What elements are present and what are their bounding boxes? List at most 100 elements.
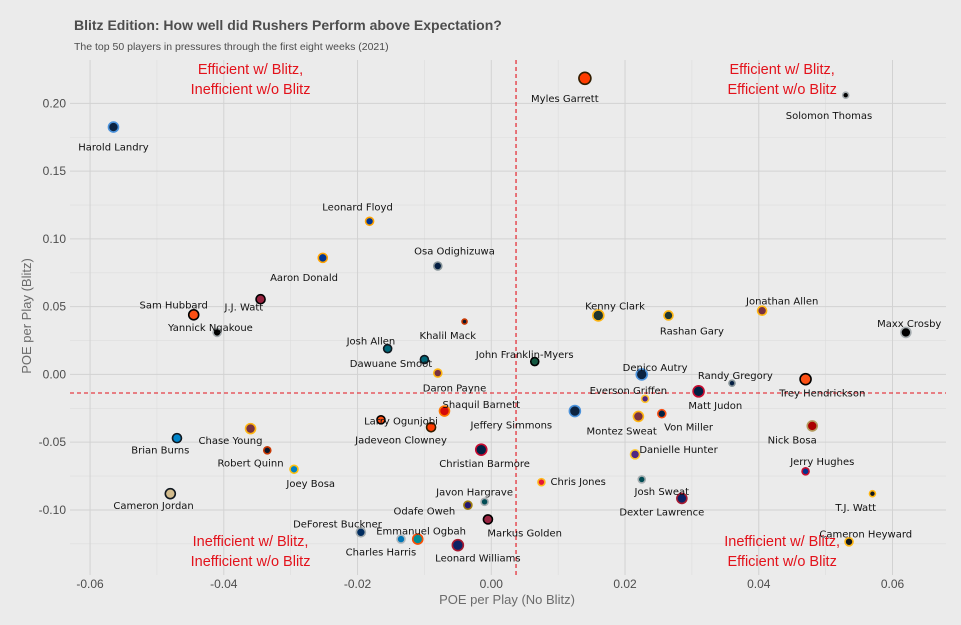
point-label-josh-allen: Josh Allen bbox=[346, 337, 396, 348]
quadrant-labels: Efficient w/ Blitz, Inefficient w/o Blitz… bbox=[191, 62, 840, 570]
point-label-dexter-lawrence: Dexter Lawrence bbox=[619, 507, 704, 518]
point-montez-sweat bbox=[632, 410, 645, 423]
point-label-josh-sweat: Josh Sweat bbox=[634, 487, 690, 498]
point-rashan-gary bbox=[663, 310, 674, 321]
point-label-dawuane-smoot: Dawuane Smoot bbox=[350, 359, 432, 370]
point-label-matt-judon: Matt Judon bbox=[688, 401, 742, 412]
point-leonard-williams bbox=[451, 538, 465, 552]
point-myles-garrett bbox=[578, 71, 592, 86]
point-label-chase-young: Chase Young bbox=[199, 436, 263, 447]
quadrant-label-bottom-right: Efficient w/o Blitz bbox=[727, 554, 836, 570]
x-tick-label: 0.04 bbox=[747, 577, 771, 591]
chart-subtitle: The top 50 players in pressures through … bbox=[74, 41, 389, 53]
point-markus-golden bbox=[482, 514, 494, 525]
x-tick-label: -0.04 bbox=[210, 577, 238, 591]
quadrant-label-bottom-right: Inefficient w/ Blitz, bbox=[724, 534, 840, 550]
point-label-jeffery-simmons: Jeffery Simmons bbox=[470, 421, 553, 432]
point-randy-gregory bbox=[728, 379, 736, 388]
point-label-daron-payne: Daron Payne bbox=[423, 383, 486, 394]
gridlines bbox=[70, 60, 946, 575]
point-label-leonard-williams: Leonard Williams bbox=[435, 553, 520, 564]
point-label-j-j-watt: J.J. Watt bbox=[224, 303, 264, 314]
data-points bbox=[107, 71, 912, 552]
point-emmanuel-ogbah bbox=[411, 533, 424, 545]
point-label-solomon-thomas: Solomon Thomas bbox=[786, 111, 872, 122]
point-osa-odighizuwa bbox=[432, 261, 443, 271]
point-label-kenny-clark: Kenny Clark bbox=[585, 301, 645, 312]
point-label-chris-jones: Chris Jones bbox=[551, 477, 606, 488]
point-label-harold-landry: Harold Landry bbox=[78, 143, 148, 154]
point-brian-burns bbox=[171, 432, 183, 444]
point-dawuane-smoot bbox=[419, 354, 430, 365]
point-label-montez-sweat: Montez Sweat bbox=[587, 427, 657, 438]
point-javon-hargrave bbox=[480, 497, 489, 507]
point-label-deforest-buckner: DeForest Buckner bbox=[293, 520, 383, 531]
y-axis-ticks: -0.10 -0.05 0.00 0.05 0.10 0.15 0.20 bbox=[39, 96, 67, 517]
point-label-everson-griffen: Everson Griffen bbox=[590, 386, 667, 397]
y-tick-label: 0.00 bbox=[43, 367, 67, 381]
point-danielle-hunter bbox=[629, 449, 641, 460]
point-cameron-heyward bbox=[844, 536, 854, 547]
point-t-j-watt bbox=[868, 489, 877, 498]
y-tick-label: 0.05 bbox=[43, 300, 67, 314]
point-label-randy-gregory: Randy Gregory bbox=[698, 371, 773, 382]
point-josh-sweat bbox=[637, 475, 647, 484]
point-matt-judon bbox=[692, 385, 705, 398]
point-odafe-oweh bbox=[463, 500, 473, 511]
point-trey-hendrickson bbox=[799, 372, 812, 386]
quadrant-label-top-left: Inefficient w/o Blitz bbox=[191, 82, 311, 98]
point-label-aaron-donald: Aaron Donald bbox=[270, 273, 338, 284]
point-dexter-lawrence bbox=[676, 492, 688, 505]
quadrant-label-top-right: Efficient w/o Blitz bbox=[727, 82, 836, 98]
point-leonard-floyd bbox=[364, 216, 375, 227]
point-label-khalil-mack: Khalil Mack bbox=[420, 331, 477, 342]
point-von-miller bbox=[657, 408, 667, 419]
point-chase-young bbox=[244, 422, 257, 435]
x-tick-label: -0.06 bbox=[76, 577, 104, 591]
point-label-jerry-hughes: Jerry Hughes bbox=[789, 457, 854, 468]
point-label-joey-bosa: Joey Bosa bbox=[285, 479, 335, 490]
point-maxx-crosby bbox=[900, 326, 912, 339]
point-label-larry-ogunjobi: Larry Ogunjobi bbox=[364, 417, 438, 428]
point-robert-quinn bbox=[262, 446, 272, 455]
point-nick-bosa bbox=[806, 420, 819, 432]
point-label-robert-quinn: Robert Quinn bbox=[218, 459, 284, 470]
point-label-markus-golden: Markus Golden bbox=[487, 528, 562, 539]
x-tick-label: -0.02 bbox=[344, 577, 372, 591]
quadrant-label-top-left: Efficient w/ Blitz, bbox=[198, 62, 303, 78]
point-aaron-donald bbox=[317, 252, 329, 264]
point-label-javon-hargrave: Javon Hargrave bbox=[435, 488, 513, 499]
point-label-shaquil-barnett: Shaquil Barnett bbox=[443, 400, 521, 411]
point-label-jonathan-allen: Jonathan Allen bbox=[745, 297, 818, 308]
y-tick-label: 0.10 bbox=[43, 232, 67, 246]
point-label-emmanuel-ogbah: Emmanuel Ogbah bbox=[376, 526, 466, 537]
point-label-maxx-crosby: Maxx Crosby bbox=[877, 319, 941, 330]
point-joey-bosa bbox=[289, 464, 299, 475]
x-tick-label: 0.06 bbox=[881, 577, 905, 591]
point-label-odafe-oweh: Odafe Oweh bbox=[394, 507, 456, 518]
point-label-nick-bosa: Nick Bosa bbox=[768, 435, 817, 446]
point-j-j-watt bbox=[255, 293, 266, 305]
y-tick-label: 0.20 bbox=[43, 96, 67, 110]
point-label-cameron-heyward: Cameron Heyward bbox=[819, 530, 912, 541]
point-jadeveon-clowney bbox=[425, 421, 437, 433]
point-label-denico-autry: Denico Autry bbox=[623, 363, 688, 374]
y-tick-label: -0.05 bbox=[39, 435, 67, 449]
point-label-rashan-gary: Rashan Gary bbox=[660, 326, 724, 337]
point-label-charles-harris: Charles Harris bbox=[346, 547, 417, 558]
y-tick-label: -0.10 bbox=[39, 503, 67, 517]
point-label-yannick-ngakoue: Yannick Ngakoue bbox=[167, 323, 253, 334]
quadrant-label-bottom-left: Inefficient w/ Blitz, bbox=[193, 534, 309, 550]
point-sam-hubbard bbox=[187, 308, 200, 321]
y-tick-label: 0.15 bbox=[43, 164, 67, 178]
point-josh-allen bbox=[382, 343, 393, 354]
quadrant-label-top-right: Efficient w/ Blitz, bbox=[730, 62, 835, 78]
point-khalil-mack bbox=[461, 318, 468, 325]
point-shaquil-barnett bbox=[438, 405, 451, 417]
point-deforest-buckner bbox=[355, 527, 367, 538]
point-label-brian-burns: Brian Burns bbox=[131, 446, 189, 457]
point-yannick-ngakoue bbox=[212, 327, 222, 338]
point-label-cameron-jordan: Cameron Jordan bbox=[113, 501, 193, 512]
